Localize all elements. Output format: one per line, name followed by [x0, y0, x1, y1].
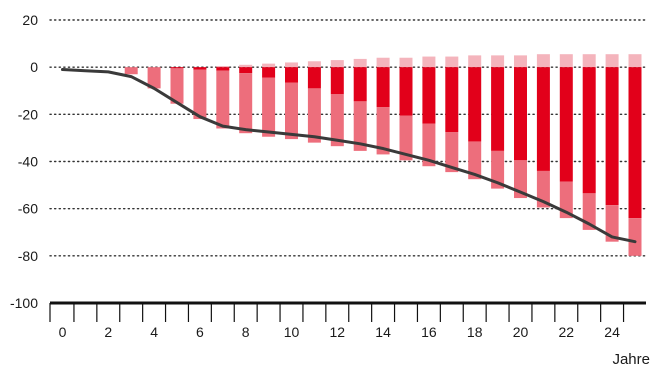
bar-segment	[285, 67, 298, 83]
bar-segment	[193, 67, 207, 70]
bar-segment	[582, 54, 596, 68]
bar-segment	[147, 67, 161, 89]
x-axis-title: Jahre	[612, 351, 650, 368]
bar-segment	[445, 132, 459, 173]
x-tick-label: 20	[513, 324, 529, 340]
y-tick-label: 0	[30, 59, 38, 75]
bar-segment	[376, 57, 390, 68]
bar-segment	[330, 60, 344, 68]
bar-segment	[536, 170, 550, 208]
bar-segment	[262, 63, 276, 68]
bar-segment	[445, 56, 459, 68]
bar-segment	[170, 68, 184, 104]
x-tick-label: 18	[467, 324, 483, 340]
x-tick-label: 24	[604, 324, 620, 340]
bar-segment	[628, 67, 642, 219]
bar-segment	[285, 62, 298, 68]
bar-segment	[422, 56, 436, 68]
bar-segment	[559, 54, 573, 68]
bar-segment	[216, 65, 230, 68]
gridlines	[49, 19, 647, 257]
line-path	[61, 68, 637, 244]
bar-segment	[468, 67, 482, 142]
bar-segment	[491, 150, 505, 189]
bar-segment	[628, 54, 642, 68]
bar-segment	[376, 107, 390, 155]
bar-segment	[330, 94, 344, 147]
bar-segment	[330, 67, 344, 95]
y-tick-label: -80	[18, 248, 38, 264]
bar-segment	[536, 67, 550, 171]
bar-segment	[491, 55, 505, 68]
line-series	[61, 68, 637, 244]
bar-segment	[399, 67, 413, 116]
bar-segment	[239, 64, 253, 68]
bar-segment	[399, 57, 413, 68]
x-axis-labels: 0 2 4 6 8 10 12 14 16 18 20 22 24	[59, 324, 620, 340]
bar-segment	[239, 73, 253, 134]
x-tick-label: 0	[59, 324, 67, 340]
x-tick-label: 4	[150, 324, 158, 340]
x-tick-label: 22	[559, 324, 575, 340]
bar-segment	[422, 123, 436, 167]
bar-segment	[491, 67, 505, 151]
bar-segment	[216, 67, 230, 71]
bar-segment	[605, 67, 619, 206]
bar-segment	[582, 67, 596, 194]
bar-segment	[124, 67, 138, 75]
y-axis-labels: 20 0 -20 -40 -60 -80 -100	[10, 12, 38, 311]
x-tick-label: 6	[196, 324, 204, 340]
bar-segment	[307, 61, 321, 68]
bar-segment	[262, 67, 276, 78]
bar-segment	[468, 141, 482, 180]
y-tick-label: -100	[10, 295, 38, 311]
bar-segment	[422, 67, 436, 124]
x-tick-label: 12	[330, 324, 346, 340]
bar-segment	[514, 55, 527, 68]
bar-segment	[353, 67, 367, 102]
bar-segment	[514, 160, 527, 199]
bar-segment	[536, 54, 550, 68]
bar-segment	[239, 67, 253, 74]
bar-segment	[262, 77, 276, 137]
bar-segment	[353, 101, 367, 151]
bar-segment	[605, 54, 619, 68]
x-tick-label: 16	[421, 324, 437, 340]
x-tick-label: 10	[284, 324, 300, 340]
bar-segment	[353, 58, 367, 68]
bar-segment	[514, 67, 527, 161]
bar-segment	[468, 55, 482, 68]
x-tick-label: 2	[104, 324, 112, 340]
y-tick-label: -40	[18, 154, 38, 170]
bars	[124, 54, 642, 256]
y-tick-label: -60	[18, 201, 38, 217]
x-axis	[49, 301, 646, 322]
bar-segment	[307, 88, 321, 143]
bar-segment	[399, 115, 413, 161]
bar-segment	[559, 67, 573, 182]
x-tick-label: 14	[375, 324, 391, 340]
bar-segment	[559, 181, 573, 219]
bar-segment	[216, 70, 230, 129]
bar-segment	[605, 205, 619, 242]
y-tick-label: -20	[18, 106, 38, 122]
bar-segment	[628, 218, 642, 256]
bar-segment	[445, 67, 459, 133]
x-tick-label: 8	[242, 324, 250, 340]
bar-segment	[285, 82, 298, 140]
bar-segment	[376, 67, 390, 108]
bar-segment	[170, 67, 184, 69]
bar-segment	[193, 69, 207, 120]
y-tick-label: 20	[22, 12, 38, 28]
bar-segment	[307, 67, 321, 89]
